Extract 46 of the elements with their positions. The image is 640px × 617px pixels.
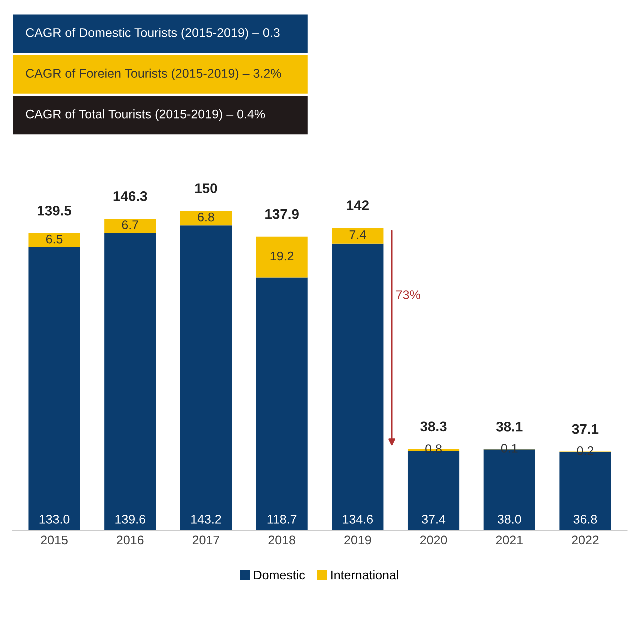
bar [180, 226, 232, 531]
data-label: 118.7 [268, 515, 297, 524]
data-label: 6.8 [198, 212, 214, 222]
data-label: 139.6 [116, 515, 146, 524]
total-label: 137.9 [266, 209, 299, 220]
data-label: 6.5 [46, 234, 63, 244]
bar [28, 233, 80, 248]
data-label: 6.7 [122, 220, 138, 230]
total-label: 38.1 [496, 422, 523, 432]
bar [332, 228, 384, 244]
data-label: 7.4 [350, 230, 366, 240]
x-tick-label: 2015 [41, 536, 68, 545]
data-label: 19.2 [270, 252, 294, 261]
x-tick-label: 2016 [117, 536, 144, 545]
total-label: 150 [196, 184, 218, 194]
data-label: 143.2 [192, 515, 222, 524]
bar [28, 247, 80, 531]
total-label: 142 [347, 200, 369, 210]
data-label: 38.0 [498, 515, 522, 524]
x-tick-label: 2020 [420, 536, 448, 545]
text: CAGR of Foreien Tourists (2015-2019) – 3.2% [26, 68, 282, 80]
total-label: 139.5 [38, 206, 72, 216]
total-label: 146.3 [114, 191, 148, 202]
x-tick-label: 2017 [192, 536, 220, 545]
data-label: 133.0 [40, 515, 70, 524]
data-label: 134.6 [343, 515, 374, 524]
legend-label: International [332, 570, 398, 580]
data-label: 37.4 [422, 515, 446, 524]
total-label: 37.1 [572, 424, 599, 434]
data-label: 36.8 [574, 515, 598, 524]
x-tick-label: 2021 [496, 536, 523, 545]
bar [104, 233, 156, 531]
bar [104, 218, 156, 234]
data-label: 0.8 [426, 444, 442, 454]
text: CAGR of Total Tourists (2015-2019) – 0.4% [26, 110, 266, 122]
annotation: 73% [396, 290, 420, 300]
x-tick-label: 2018 [268, 536, 296, 545]
bar [332, 244, 384, 531]
text: CAGR of Domestic Tourists (2015-2019) – 0.3 [26, 28, 280, 40]
legend-label: Domestic [254, 570, 306, 580]
x-tick-label: 2019 [344, 536, 372, 545]
bar [180, 211, 232, 226]
total-label: 38.3 [420, 422, 447, 432]
x-tick-label: 2022 [572, 536, 599, 545]
bar [256, 278, 308, 531]
bar [256, 236, 308, 278]
